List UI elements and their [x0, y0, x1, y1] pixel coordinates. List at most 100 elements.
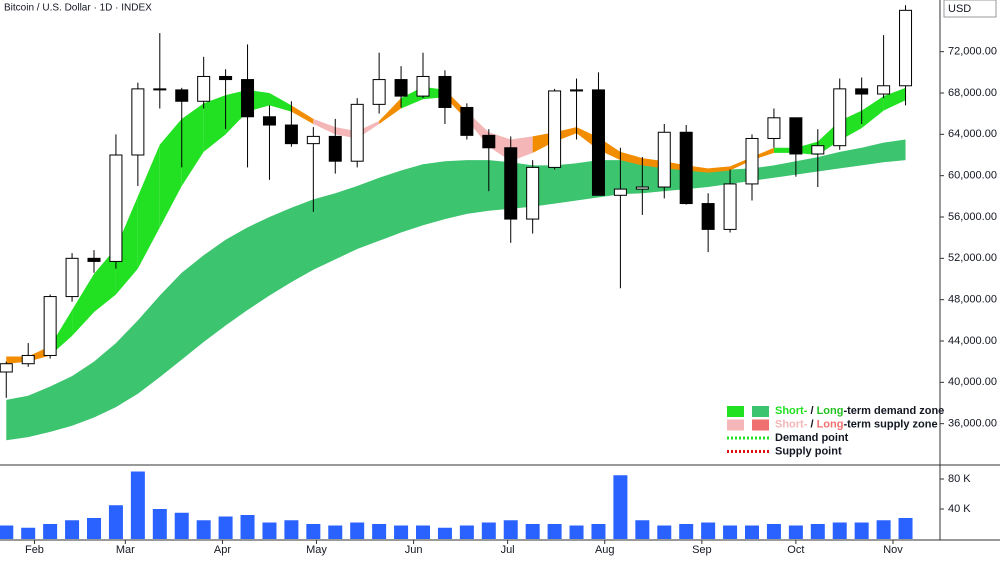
x-tick-label: Nov: [883, 544, 903, 556]
volume-bar: [569, 525, 584, 539]
x-tick-label: Aug: [595, 544, 615, 556]
legend-label: Short- / Long-term supply zone: [775, 418, 938, 430]
short-term-band: [379, 98, 402, 124]
candle-body: [65, 257, 79, 298]
candle-body: [350, 103, 364, 162]
volume-bar: [854, 522, 869, 539]
volume-bar: [306, 524, 321, 539]
short-term-band: [883, 87, 906, 111]
volume-tick-label: 40 K: [948, 503, 971, 515]
volume-bar: [503, 520, 518, 539]
volume-bar: [0, 525, 14, 539]
legend-part: Long: [817, 418, 844, 430]
volume-bar: [218, 516, 233, 539]
candle-body: [833, 88, 847, 147]
y-tick-label: 72,000.00: [948, 46, 997, 58]
short-term-band: [269, 93, 292, 112]
x-tick-label: Jul: [501, 544, 515, 556]
y-tick-label: 36,000.00: [948, 418, 997, 430]
x-tick-label: Jun: [405, 544, 423, 556]
legend-swatch: [727, 406, 744, 417]
currency-label[interactable]: USD: [948, 3, 971, 15]
candle-body: [745, 137, 759, 185]
currency-box[interactable]: [943, 0, 997, 18]
candle-body: [767, 117, 781, 139]
volume-bar: [174, 512, 189, 539]
candle-body: [591, 89, 605, 196]
volume-bar: [240, 515, 255, 539]
volume-bar: [328, 525, 343, 539]
y-tick-label: 56,000.00: [948, 211, 997, 223]
volume-bar: [437, 527, 452, 539]
candle-body: [197, 75, 211, 102]
volume-tick-label: 80 K: [948, 473, 971, 485]
legend-part: -term demand zone: [843, 405, 944, 417]
x-tick-label: Mar: [116, 544, 135, 556]
volume-bar: [481, 522, 496, 539]
short-term-band: [620, 151, 643, 166]
candle-body: [372, 79, 386, 105]
y-tick-label: 40,000.00: [948, 376, 997, 388]
legend-part: Short-: [775, 418, 808, 430]
volume-bar: [394, 525, 409, 539]
candle-body: [570, 89, 584, 92]
short-term-band: [159, 118, 182, 228]
volume-bar: [723, 525, 738, 539]
legend-swatch: [727, 419, 744, 431]
volume-bar: [416, 525, 430, 539]
candle-body: [284, 124, 298, 145]
volume-bar: [876, 520, 891, 539]
x-tick-label: Oct: [787, 544, 804, 556]
candle-body: [701, 203, 715, 230]
candle-body: [679, 131, 693, 205]
candle-body: [0, 363, 13, 373]
candle-body: [394, 79, 408, 97]
candle-body: [241, 79, 255, 118]
volume-bar: [525, 524, 540, 539]
volume-bar: [21, 527, 36, 539]
short-term-band: [861, 96, 884, 129]
legend-part: /: [807, 405, 816, 417]
y-tick-label: 48,000.00: [948, 294, 997, 306]
candle-body: [613, 188, 627, 196]
legend-part: /: [807, 418, 816, 430]
candle-body: [811, 145, 825, 155]
volume-bar: [547, 524, 562, 539]
candle-body: [306, 135, 320, 145]
long-term-band: [6, 139, 906, 441]
legend-label: Short- / Long-term demand zone: [775, 405, 944, 417]
short-term-band: [291, 105, 314, 124]
candle-body: [504, 147, 518, 220]
short-term-band: [137, 144, 160, 269]
volume-bar: [196, 520, 211, 539]
candle-body: [416, 75, 430, 97]
volume-bar: [108, 505, 123, 539]
legend-part: Long: [817, 405, 844, 417]
volume-bar: [788, 525, 803, 539]
legend-swatch: [752, 419, 769, 431]
volume-bar: [87, 518, 101, 539]
volume-bar: [262, 522, 277, 539]
volume-bar: [766, 524, 781, 539]
candle-body: [21, 354, 35, 365]
candle-body: [175, 89, 189, 102]
short-term-band: [115, 196, 138, 295]
short-term-band: [94, 248, 116, 313]
y-tick-label: 68,000.00: [948, 87, 997, 99]
legend-label: Supply point: [775, 445, 842, 457]
volume-bar: [679, 524, 694, 539]
legend-part: -term supply zone: [843, 418, 937, 430]
candle-body: [87, 257, 101, 262]
volume-bar: [657, 525, 672, 539]
volume-bar: [745, 525, 759, 539]
volume-bar: [810, 524, 825, 539]
candle-body: [438, 75, 452, 108]
x-tick-label: Feb: [25, 544, 44, 556]
candle-body: [262, 116, 276, 126]
x-tick-label: May: [306, 544, 327, 556]
y-tick-label: 52,000.00: [948, 252, 997, 264]
y-tick-label: 44,000.00: [948, 335, 997, 347]
candle-body: [43, 296, 57, 356]
